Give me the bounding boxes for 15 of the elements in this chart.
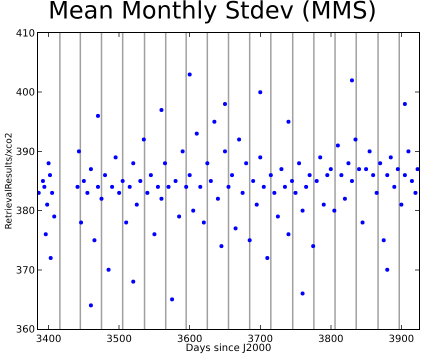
x-tick-label: 3500 [106, 334, 132, 345]
y-tick-label: 370 [16, 265, 35, 276]
y-tick-label: 400 [16, 88, 35, 99]
x-axis-title: Days since J2000 [186, 343, 272, 354]
y-tick-label: 410 [16, 28, 35, 40]
y-tick-label: 390 [16, 146, 35, 158]
x-tick-label: 3800 [318, 334, 344, 345]
x-tick-label: 3700 [248, 334, 273, 345]
x-tick-label: 3900 [388, 334, 414, 345]
chart-title: Mean Monthly Stdev (MMS) [48, 0, 377, 25]
y-tick-label: 380 [16, 206, 35, 218]
x-tick-label: 3400 [36, 334, 62, 345]
x-tick-label: 3600 [176, 334, 202, 345]
y-axis-title: RetrievalResults/xco2 [4, 132, 14, 230]
y-tick-label: 360 [16, 324, 35, 336]
